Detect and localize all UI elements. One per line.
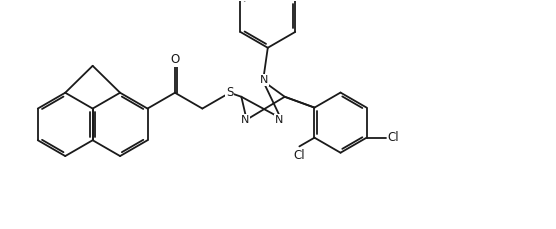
Text: N: N: [260, 75, 268, 85]
Text: S: S: [226, 86, 234, 99]
Text: N: N: [240, 115, 249, 125]
Text: N: N: [275, 115, 283, 125]
Text: Cl: Cl: [388, 131, 399, 144]
Text: O: O: [170, 53, 180, 65]
Text: Cl: Cl: [294, 149, 305, 162]
